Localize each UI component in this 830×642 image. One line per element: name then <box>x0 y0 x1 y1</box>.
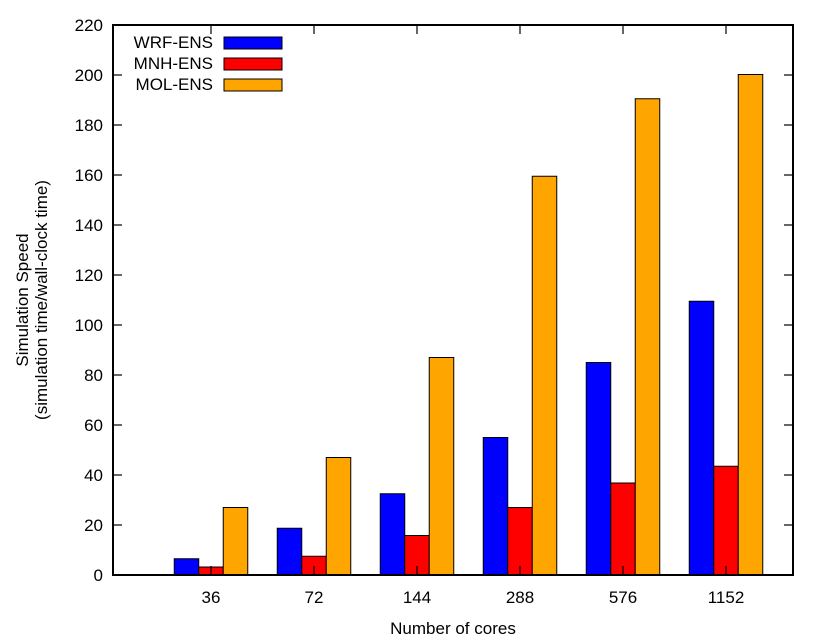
x-tick-label: 576 <box>609 588 637 607</box>
bar-mol-ens <box>531 175 558 576</box>
y-tick-label: 120 <box>75 266 103 285</box>
legend-label: MOL-ENS <box>136 75 213 94</box>
y-tick-label: 0 <box>94 566 103 585</box>
bar-wrf-ens <box>173 558 200 576</box>
x-tick-label: 72 <box>305 588 324 607</box>
bar-wrf-ens <box>585 362 612 576</box>
x-tick-label: 1152 <box>708 588 745 607</box>
y-tick-label: 100 <box>75 316 103 335</box>
bar-wrf-ens <box>379 493 406 576</box>
bar-wrf-ens <box>482 437 509 576</box>
y-tick-label: 160 <box>75 166 103 185</box>
y-tick-label: 220 <box>75 16 103 35</box>
y-tick-label: 60 <box>84 416 103 435</box>
y-tick-label: 80 <box>84 366 103 385</box>
plot-frame <box>112 24 794 576</box>
y-axis-label-subtitle: (simulation time/wall-clock time) <box>32 180 51 420</box>
bar-mnh-ens <box>713 465 739 576</box>
bar-mol-ens <box>737 74 764 576</box>
bar-mol-ens <box>222 507 249 576</box>
x-tick-label: 288 <box>506 588 534 607</box>
y-tick-label: 200 <box>75 66 103 85</box>
y-axis: 0 20 40 60 80 100 120 140 160 180 200 220 <box>75 16 793 585</box>
y-tick-label: 20 <box>84 516 103 535</box>
y-tick-label: 140 <box>75 216 103 235</box>
bar-mnh-ens <box>507 507 533 576</box>
x-axis: 36 72 144 288 576 1152 <box>202 25 745 607</box>
x-axis-label: Number of cores <box>390 619 516 638</box>
bar-wrf-ens <box>688 300 715 576</box>
bar-wrf-ens <box>276 527 303 576</box>
y-axis-label: Simulation Speed <box>13 233 32 366</box>
legend-swatch <box>223 78 283 92</box>
legend-label: MNH-ENS <box>134 54 213 73</box>
legend-swatch <box>223 36 283 50</box>
legend-label: WRF-ENS <box>134 33 213 52</box>
legend-swatch <box>223 57 283 71</box>
y-tick-label: 180 <box>75 116 103 135</box>
x-tick-label: 36 <box>202 588 221 607</box>
bars-layer <box>173 74 764 576</box>
legend: WRF-ENS MNH-ENS MOL-ENS <box>134 33 283 94</box>
bar-mnh-ens <box>610 482 636 576</box>
bar-mol-ens <box>325 457 352 576</box>
y-tick-label: 40 <box>84 466 103 485</box>
x-tick-label: 144 <box>403 588 431 607</box>
bar-mol-ens <box>428 357 455 576</box>
bar-mol-ens <box>634 98 661 576</box>
